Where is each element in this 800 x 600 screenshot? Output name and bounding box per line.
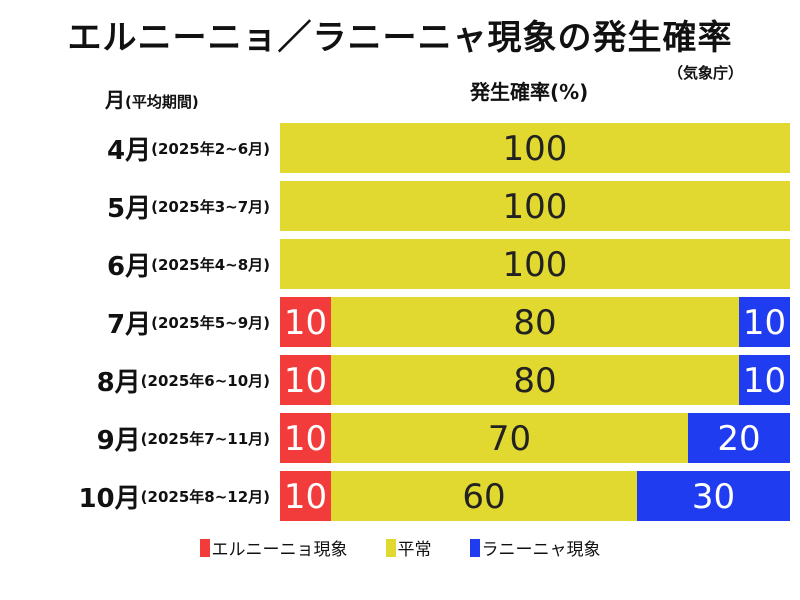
data-label: 100: [503, 187, 568, 227]
data-label: 10: [284, 361, 327, 401]
bar-segment-elnino: [280, 471, 331, 521]
legend-label-elnino: エルニーニョ現象: [211, 540, 348, 560]
bar-segment-normal: [280, 239, 790, 289]
row-month: 9月: [96, 425, 141, 456]
data-label: 70: [488, 419, 531, 459]
data-label: 20: [717, 419, 760, 459]
row-period: (2025年6~10月): [140, 371, 270, 390]
data-label: 10: [284, 477, 327, 517]
bar-segment-normal: [331, 297, 739, 347]
legend-swatch-lanina: [469, 538, 480, 557]
legend-label-normal: 平常: [397, 540, 432, 560]
row-period: (2025年5~9月): [151, 313, 270, 332]
bar-segment-elnino: [280, 355, 331, 405]
bar-segment-normal: [280, 181, 790, 231]
row-month: 5月: [107, 193, 152, 224]
bar-segment-lanina: [739, 355, 790, 405]
data-label: 60: [462, 477, 505, 517]
bar-segment-lanina: [637, 471, 790, 521]
data-label: 80: [513, 361, 556, 401]
row-month: 4月: [107, 135, 152, 166]
row-label: 5月 (2025年3~7月): [0, 181, 270, 231]
row-period: (2025年8~12月): [140, 487, 270, 506]
bar-segment-normal: [280, 123, 790, 173]
data-label: 10: [284, 419, 327, 459]
legend-swatch-elnino: [199, 538, 210, 557]
data-label: 30: [692, 477, 735, 517]
month-header-note: (平均期間): [125, 93, 199, 111]
row-label: 8月 (2025年6~10月): [0, 355, 270, 405]
legend-item-normal: 平常: [385, 535, 432, 560]
row-month: 7月: [107, 309, 152, 340]
data-label: 10: [743, 303, 786, 343]
bar-segment-elnino: [280, 413, 331, 463]
chart-title: エルニーニョ／ラニーニャ現象の発生確率: [67, 18, 733, 58]
legend: エルニーニョ現象 平常 ラニーニャ現象: [0, 535, 800, 560]
bar-segment-normal: [331, 471, 637, 521]
bar-segment-normal: [331, 413, 688, 463]
data-label: 80: [513, 303, 556, 343]
probability-column-header: 発生確率(%): [470, 80, 589, 104]
row-month: 10月: [78, 483, 141, 514]
data-label: 100: [503, 245, 568, 285]
row-label: 6月 (2025年4~8月): [0, 239, 270, 289]
row-period: (2025年7~11月): [140, 429, 270, 448]
legend-item-lanina: ラニーニャ現象: [469, 535, 601, 560]
bar-segment-lanina: [688, 413, 790, 463]
row-month: 8月: [96, 367, 141, 398]
bar-segment-lanina: [739, 297, 790, 347]
legend-swatch-normal: [385, 538, 396, 557]
bar-segment-normal: [331, 355, 739, 405]
row-label: 4月 (2025年2~6月): [0, 123, 270, 173]
row-label: 7月 (2025年5~9月): [0, 297, 270, 347]
legend-item-elnino: エルニーニョ現象: [199, 535, 348, 560]
data-label: 10: [284, 303, 327, 343]
month-column-header: 月(平均期間): [105, 84, 199, 113]
month-header-label: 月: [105, 88, 125, 112]
row-period: (2025年2~6月): [151, 139, 270, 158]
source-note: （気象庁）: [668, 64, 744, 82]
bar-segment-elnino: [280, 297, 331, 347]
row-month: 6月: [107, 251, 152, 282]
row-period: (2025年4~8月): [151, 255, 270, 274]
data-label: 10: [743, 361, 786, 401]
legend-label-lanina: ラニーニャ現象: [481, 540, 601, 560]
row-period: (2025年3~7月): [151, 197, 270, 216]
row-label: 10月 (2025年8~12月): [0, 471, 270, 521]
data-label: 100: [503, 129, 568, 169]
row-label: 9月 (2025年7~11月): [0, 413, 270, 463]
